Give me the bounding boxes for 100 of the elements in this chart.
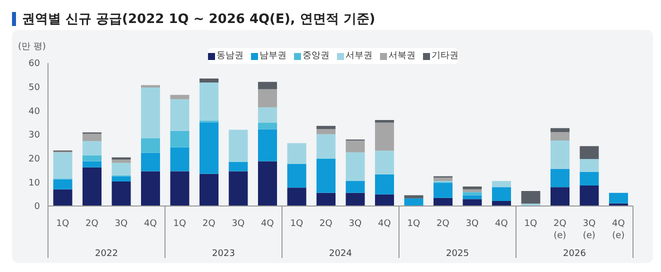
bar: [492, 180, 512, 188]
x-tick-label: 3Q: [114, 219, 128, 229]
x-tick-label: 1Q: [290, 219, 304, 229]
bar: [316, 192, 336, 206]
bar: [287, 143, 306, 164]
bar: [550, 140, 570, 169]
bar: [492, 187, 512, 201]
text: 2022: [95, 249, 118, 259]
chart-title: 권역별 신규 공급(2022 1Q ~ 2026 4Q(E), 연면적 기준): [22, 11, 376, 28]
bar: [404, 198, 424, 206]
bar: [346, 192, 365, 206]
bar: [434, 198, 453, 206]
legend-label: 서북권: [388, 50, 416, 62]
y-tick-label: 50: [28, 83, 40, 94]
bar: [112, 176, 131, 182]
y-tick-label: 10: [28, 178, 40, 188]
x-tick-label: 4Q: [144, 219, 157, 229]
bar: [580, 146, 599, 160]
y-tick-label: 20: [28, 154, 40, 165]
x-tick-label: 2Q: [319, 219, 332, 229]
bar: [375, 122, 394, 151]
bar: [580, 172, 599, 186]
bar: [258, 122, 278, 130]
x-tick-label: 2Q (e): [553, 219, 566, 241]
bar: [82, 155, 102, 162]
x-tick-label: 4Q: [260, 219, 274, 229]
bar: [258, 161, 278, 206]
legend-label: 동남권: [216, 50, 244, 62]
bar: [228, 162, 248, 172]
x-tick-label: 2Q: [85, 219, 98, 229]
bar: [141, 88, 160, 138]
x-tick-label: 2Q: [436, 219, 450, 229]
bar: [200, 82, 219, 121]
bar: [82, 134, 102, 142]
bar: [228, 171, 248, 206]
y-axis-title: (만 평): [18, 41, 46, 53]
bar: [170, 130, 190, 148]
bar: [112, 181, 131, 206]
bar: [112, 157, 131, 160]
x-tick-label: 1Q: [173, 219, 186, 229]
bar: [53, 179, 72, 190]
bar: [316, 129, 336, 134]
bar: [316, 126, 336, 130]
y-tick-label: 30: [28, 130, 40, 141]
legend-label: 서부권: [344, 50, 372, 62]
bar: [609, 192, 628, 204]
legend-label: 중앙권: [302, 50, 330, 62]
y-tick-label: 40: [28, 106, 40, 117]
bar: [112, 162, 131, 176]
bar: [200, 78, 219, 83]
bar: [316, 134, 336, 158]
bar: [550, 168, 570, 188]
legend-label: 기타권: [430, 50, 458, 62]
x-tick-label: 3Q: [348, 219, 362, 229]
bar: [375, 174, 394, 194]
bar: [228, 130, 248, 162]
bar: [462, 186, 482, 190]
bar: [170, 171, 190, 206]
x-tick-label: 1Q: [524, 219, 538, 229]
bar: [53, 189, 72, 206]
x-tick-label: 4Q (e): [612, 219, 625, 241]
bar: [141, 85, 160, 88]
bar: [170, 99, 190, 131]
bar: [346, 152, 365, 181]
bar: [287, 164, 306, 188]
bar: [141, 138, 160, 153]
bar: [492, 200, 512, 206]
bar: [53, 152, 72, 179]
text: 2023: [212, 249, 235, 259]
bar: [170, 147, 190, 172]
bar: [462, 195, 482, 200]
bar: [580, 186, 599, 206]
bar: [550, 132, 570, 140]
bar: [200, 122, 219, 174]
bar: [375, 194, 394, 206]
bar: [82, 167, 102, 206]
bar: [112, 160, 131, 163]
legend-label: 남부권: [258, 50, 286, 62]
bar: [82, 161, 102, 168]
bar: [82, 141, 102, 156]
bar: [550, 128, 570, 132]
x-tick-label: 4Q: [494, 219, 508, 229]
x-tick-label: 2Q: [202, 219, 216, 229]
bar: [170, 94, 190, 100]
y-tick-label: 60: [28, 59, 40, 70]
text: 2024: [329, 249, 352, 259]
bar: [316, 159, 336, 193]
bar: [200, 174, 219, 206]
x-tick-label: 3Q: [466, 219, 479, 229]
bar: [550, 187, 570, 206]
bar: [258, 89, 278, 108]
bar: [287, 188, 306, 206]
x-tick-label: 3Q (e): [582, 219, 596, 241]
bar: [404, 195, 424, 198]
x-tick-label: 3Q: [232, 219, 245, 229]
bar: [258, 129, 278, 162]
bar: [580, 159, 599, 172]
bar: [258, 82, 278, 90]
bar: [346, 140, 365, 152]
text: 2026: [563, 249, 586, 259]
